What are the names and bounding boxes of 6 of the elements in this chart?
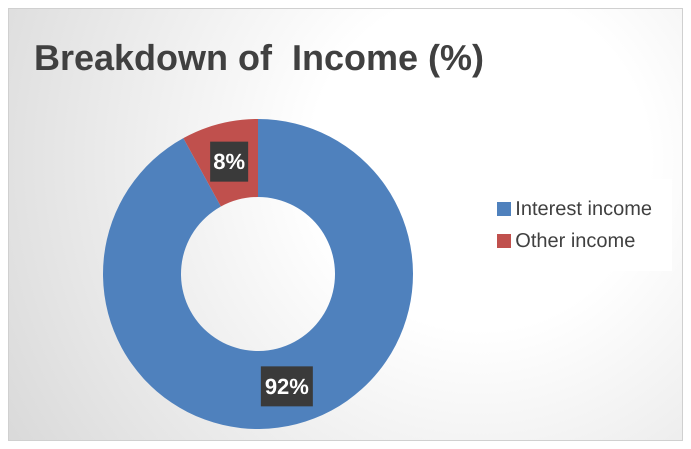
chart-title: Breakdown of Income (%) bbox=[32, 37, 486, 79]
data-label: 8% bbox=[213, 149, 246, 174]
data-label: 92% bbox=[264, 374, 309, 399]
donut-slice bbox=[103, 119, 413, 429]
legend-label: Interest income bbox=[515, 198, 652, 220]
legend-label: Other income bbox=[515, 230, 636, 252]
